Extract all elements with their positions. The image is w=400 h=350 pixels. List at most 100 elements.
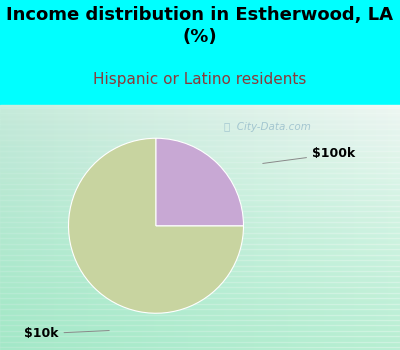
Bar bbox=[298, 105, 300, 350]
Bar bbox=[0, 115, 400, 116]
Bar bbox=[0, 232, 400, 234]
Bar bbox=[64, 105, 66, 350]
Bar bbox=[140, 105, 142, 350]
Bar bbox=[382, 105, 384, 350]
Bar bbox=[96, 105, 98, 350]
Bar bbox=[352, 105, 354, 350]
Bar bbox=[0, 333, 400, 334]
Bar bbox=[364, 105, 366, 350]
Bar bbox=[128, 105, 130, 350]
Bar bbox=[242, 105, 244, 350]
Bar bbox=[126, 105, 128, 350]
Bar bbox=[0, 298, 400, 299]
Bar bbox=[0, 342, 400, 343]
Bar bbox=[208, 105, 210, 350]
Bar bbox=[0, 326, 400, 327]
Bar bbox=[0, 316, 400, 317]
Bar bbox=[272, 105, 274, 350]
Bar bbox=[206, 105, 208, 350]
Bar bbox=[172, 105, 174, 350]
Bar bbox=[138, 105, 140, 350]
Bar bbox=[0, 247, 400, 248]
Bar bbox=[362, 105, 364, 350]
Bar bbox=[388, 105, 390, 350]
Bar bbox=[250, 105, 252, 350]
Bar bbox=[0, 254, 400, 256]
Bar bbox=[288, 105, 290, 350]
Bar bbox=[28, 105, 30, 350]
Bar bbox=[394, 105, 396, 350]
Bar bbox=[0, 209, 400, 210]
Bar bbox=[0, 330, 400, 332]
Bar bbox=[0, 242, 400, 244]
Bar bbox=[0, 128, 400, 130]
Bar bbox=[0, 116, 400, 117]
Bar bbox=[0, 208, 400, 209]
Bar bbox=[0, 176, 400, 177]
Bar bbox=[0, 266, 400, 267]
Bar bbox=[2, 105, 4, 350]
Bar bbox=[0, 264, 400, 266]
Bar bbox=[142, 105, 144, 350]
Bar bbox=[0, 201, 400, 202]
Bar bbox=[124, 105, 126, 350]
Bar bbox=[0, 306, 400, 307]
Bar bbox=[210, 105, 212, 350]
Bar bbox=[0, 188, 400, 190]
Bar bbox=[0, 136, 400, 137]
Bar bbox=[54, 105, 56, 350]
Bar bbox=[0, 130, 400, 131]
Bar bbox=[0, 182, 400, 183]
Bar bbox=[202, 105, 204, 350]
Bar bbox=[84, 105, 86, 350]
Bar bbox=[0, 349, 400, 350]
Bar bbox=[0, 236, 400, 237]
Bar bbox=[198, 105, 200, 350]
Bar bbox=[258, 105, 260, 350]
Bar bbox=[158, 105, 160, 350]
Bar bbox=[0, 286, 400, 288]
Bar bbox=[174, 105, 176, 350]
Bar bbox=[0, 267, 400, 268]
Bar bbox=[0, 110, 400, 111]
Bar bbox=[248, 105, 250, 350]
Bar bbox=[0, 313, 400, 315]
Bar bbox=[0, 324, 400, 326]
Bar bbox=[0, 186, 400, 187]
Bar bbox=[0, 124, 400, 125]
Bar bbox=[148, 105, 150, 350]
Bar bbox=[150, 105, 152, 350]
Bar bbox=[0, 237, 400, 239]
Bar bbox=[374, 105, 376, 350]
Bar bbox=[192, 105, 194, 350]
Bar bbox=[48, 105, 50, 350]
Bar bbox=[0, 120, 400, 121]
Bar bbox=[0, 245, 400, 246]
Bar bbox=[0, 312, 400, 313]
Bar bbox=[0, 164, 400, 165]
Bar bbox=[136, 105, 138, 350]
Bar bbox=[328, 105, 330, 350]
Text: $10k: $10k bbox=[24, 327, 109, 340]
Bar bbox=[0, 193, 400, 195]
Bar bbox=[0, 146, 400, 147]
Bar bbox=[0, 224, 400, 225]
Bar bbox=[0, 117, 400, 119]
Bar bbox=[232, 105, 234, 350]
Bar bbox=[380, 105, 382, 350]
Bar bbox=[366, 105, 368, 350]
Bar bbox=[342, 105, 344, 350]
Bar bbox=[0, 169, 400, 170]
Bar bbox=[0, 275, 400, 276]
Bar bbox=[0, 178, 400, 180]
Bar bbox=[0, 332, 400, 333]
Bar bbox=[360, 105, 362, 350]
Bar bbox=[0, 216, 400, 218]
Bar bbox=[398, 105, 400, 350]
Bar bbox=[0, 280, 400, 281]
Bar bbox=[262, 105, 264, 350]
Bar bbox=[354, 105, 356, 350]
Bar bbox=[0, 293, 400, 294]
Bar bbox=[76, 105, 78, 350]
Bar bbox=[0, 262, 400, 263]
